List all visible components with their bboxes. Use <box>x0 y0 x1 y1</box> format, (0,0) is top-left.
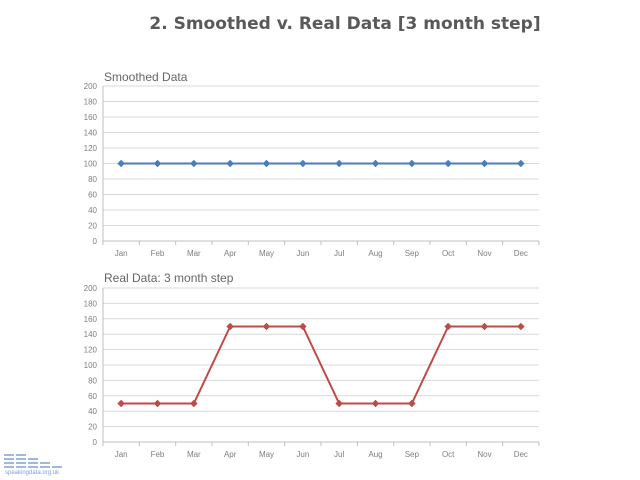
logo-bars-icon <box>4 454 62 468</box>
y-tick-label: 20 <box>88 222 97 231</box>
x-tick-label: Feb <box>151 249 165 258</box>
data-point <box>153 159 162 168</box>
x-tick-label: May <box>259 450 274 459</box>
y-tick-label: 160 <box>84 113 98 122</box>
logo-text: speakingdata.org.uk <box>5 470 60 476</box>
x-tick-label: Apr <box>224 249 237 258</box>
y-tick-label: 180 <box>84 98 98 107</box>
chart-title-real: Real Data: 3 month step <box>104 271 234 285</box>
y-tick-label: 0 <box>93 237 98 246</box>
x-tick-label: Mar <box>187 450 201 459</box>
x-tick-label: May <box>259 249 274 258</box>
x-tick-label: Nov <box>477 249 491 258</box>
x-tick-label: Nov <box>477 450 491 459</box>
y-tick-label: 180 <box>84 299 98 308</box>
x-tick-label: Apr <box>224 450 237 459</box>
data-point <box>444 322 453 331</box>
x-tick-label: Jun <box>296 450 309 459</box>
x-tick-label: Jun <box>296 249 309 258</box>
x-tick-label: Jan <box>115 450 128 459</box>
y-tick-label: 20 <box>88 423 97 432</box>
data-point <box>335 159 344 168</box>
y-tick-label: 140 <box>84 330 98 339</box>
data-point <box>480 159 489 168</box>
smoothed-data-chart: Smoothed Data 0 20 40 60 80 100 120 140 160 180 20… <box>84 70 540 258</box>
y-tick-label: 60 <box>88 392 97 401</box>
data-point <box>480 322 489 331</box>
data-point <box>226 159 235 168</box>
chart-title-smoothed: Smoothed Data <box>104 70 188 84</box>
series-line <box>121 325 521 405</box>
x-tick-label: Sep <box>405 450 420 459</box>
data-point <box>371 399 380 408</box>
data-point <box>335 399 344 408</box>
data-point <box>444 159 453 168</box>
y-tick-label: 160 <box>84 315 98 324</box>
data-point <box>189 399 198 408</box>
data-point <box>226 322 235 331</box>
x-tick-label: Aug <box>368 450 382 459</box>
y-tick-label: 140 <box>84 129 98 138</box>
real-data-chart: Real Data: 3 month step 0 20 40 60 80 100 120 1… <box>84 271 540 459</box>
logo <box>4 454 62 468</box>
y-tick-label: 100 <box>84 361 98 370</box>
y-tick-label: 120 <box>84 144 98 153</box>
data-point <box>516 159 525 168</box>
y-tick-label: 80 <box>88 376 97 385</box>
x-tick-label: Dec <box>514 450 528 459</box>
data-point <box>516 322 525 331</box>
data-point <box>407 159 416 168</box>
x-tick-label: Mar <box>187 249 201 258</box>
data-point <box>298 322 307 331</box>
slide-title: 2. Smoothed v. Real Data [3 month step] <box>149 14 541 34</box>
data-point <box>117 159 126 168</box>
x-tick-label: Oct <box>442 249 455 258</box>
data-point <box>189 159 198 168</box>
y-tick-label: 120 <box>84 346 98 355</box>
data-point <box>371 159 380 168</box>
y-tick-label: 100 <box>84 160 98 169</box>
x-tick-label: Oct <box>442 450 455 459</box>
x-tick-label: Sep <box>405 249 420 258</box>
data-point <box>262 322 271 331</box>
data-point <box>117 399 126 408</box>
x-tick-label: Dec <box>514 249 528 258</box>
x-tick-label: Jan <box>115 249 128 258</box>
y-tick-label: 80 <box>88 175 97 184</box>
data-point <box>298 159 307 168</box>
y-tick-label: 200 <box>84 82 98 91</box>
data-point <box>262 159 271 168</box>
y-tick-label: 0 <box>93 438 98 447</box>
x-tick-label: Jul <box>334 249 344 258</box>
y-tick-label: 40 <box>88 206 97 215</box>
y-tick-label: 60 <box>88 191 97 200</box>
data-point <box>153 399 162 408</box>
x-tick-label: Feb <box>151 450 165 459</box>
x-tick-label: Aug <box>368 249 382 258</box>
y-tick-label: 40 <box>88 407 97 416</box>
data-point <box>407 399 416 408</box>
y-tick-label: 200 <box>84 284 98 293</box>
x-tick-label: Jul <box>334 450 344 459</box>
